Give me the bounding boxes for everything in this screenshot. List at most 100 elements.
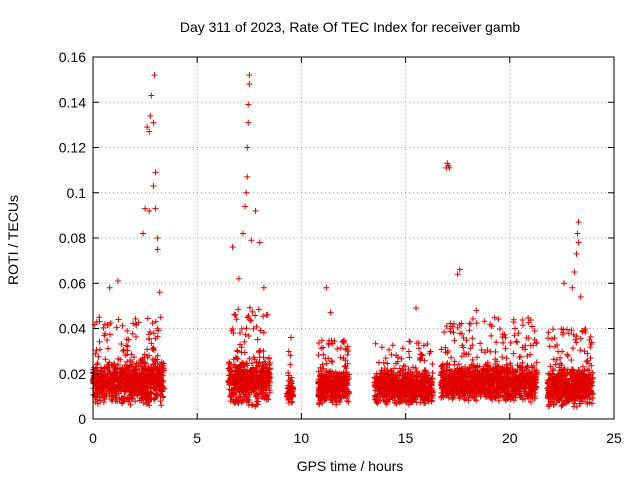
data-point — [123, 342, 130, 349]
data-point — [477, 340, 484, 347]
data-point — [100, 324, 107, 331]
x-tick-label: 0 — [89, 430, 97, 446]
data-point — [317, 364, 324, 371]
data-point — [512, 325, 519, 332]
data-point — [266, 375, 273, 382]
data-point — [338, 379, 345, 386]
y-tick-label: 0.12 — [59, 140, 86, 156]
data-point — [148, 340, 155, 347]
data-point — [323, 393, 330, 400]
x-tick-label: 5 — [193, 430, 201, 446]
data-point — [315, 339, 322, 346]
data-point — [105, 345, 112, 352]
data-point — [421, 357, 428, 364]
data-point — [575, 239, 582, 246]
data-point — [235, 275, 242, 282]
data-point — [248, 360, 255, 367]
data-point — [315, 391, 322, 398]
y-tick-label: 0 — [78, 411, 86, 427]
data-point — [287, 334, 294, 341]
data-point — [250, 367, 257, 374]
data-point — [97, 378, 104, 385]
data-point — [123, 370, 130, 377]
data-point — [328, 357, 335, 364]
data-point — [99, 385, 106, 392]
data-point — [386, 346, 393, 353]
data-point — [125, 374, 132, 381]
data-point — [150, 182, 157, 189]
data-point — [261, 358, 268, 365]
data-point — [284, 391, 291, 398]
data-point — [133, 377, 140, 384]
data-point — [492, 348, 499, 355]
data-point — [318, 386, 325, 393]
data-point — [129, 388, 136, 395]
data-point — [332, 376, 339, 383]
data-point — [343, 369, 350, 376]
data-point — [104, 382, 111, 389]
data-point — [238, 344, 245, 351]
y-tick-label: 0.14 — [59, 94, 86, 110]
data-point — [140, 390, 147, 397]
data-point — [287, 361, 294, 368]
data-point — [344, 394, 351, 401]
data-point — [154, 333, 161, 340]
data-point — [257, 327, 264, 334]
data-point — [124, 382, 130, 389]
data-point — [104, 364, 111, 371]
data-point — [238, 388, 245, 395]
data-point — [158, 402, 165, 409]
data-point — [151, 72, 158, 79]
points-layer — [90, 72, 597, 410]
x-tick-label: 15 — [398, 430, 414, 446]
data-point — [510, 350, 517, 357]
data-point — [119, 322, 126, 329]
data-point — [327, 370, 334, 377]
data-point — [550, 367, 557, 374]
data-point — [245, 401, 252, 408]
data-point — [155, 370, 162, 377]
data-point — [232, 363, 239, 370]
data-point — [124, 327, 131, 334]
data-point — [246, 316, 253, 323]
data-point — [144, 315, 151, 322]
data-point — [228, 367, 235, 374]
data-point — [117, 368, 124, 375]
data-point — [345, 388, 352, 395]
data-point — [407, 338, 414, 345]
data-point — [441, 329, 448, 336]
data-point — [233, 316, 240, 323]
data-point — [94, 360, 101, 367]
data-point — [252, 207, 259, 214]
data-point — [245, 332, 252, 339]
data-point — [238, 349, 245, 356]
x-tick-label: 10 — [294, 430, 310, 446]
data-point — [499, 354, 506, 361]
data-point — [264, 311, 271, 318]
data-point — [242, 370, 249, 377]
data-point — [315, 368, 322, 375]
data-point — [246, 355, 253, 362]
data-point — [319, 361, 326, 368]
data-point — [101, 332, 108, 339]
data-point — [466, 320, 473, 327]
data-point — [132, 315, 139, 322]
data-point — [287, 378, 294, 385]
data-point — [115, 355, 122, 362]
data-point — [135, 319, 142, 326]
data-point — [150, 347, 157, 354]
data-point — [473, 320, 480, 327]
data-point — [148, 396, 155, 403]
x-tick-label: 25 — [606, 430, 622, 446]
data-point — [127, 401, 134, 408]
data-point — [250, 354, 257, 361]
data-point — [317, 395, 324, 402]
data-point — [154, 352, 161, 359]
data-point — [260, 313, 267, 320]
data-point — [233, 385, 240, 392]
data-point — [413, 305, 420, 312]
data-point — [333, 380, 340, 387]
data-point — [285, 372, 292, 379]
data-point — [148, 370, 155, 377]
data-point — [242, 379, 249, 386]
